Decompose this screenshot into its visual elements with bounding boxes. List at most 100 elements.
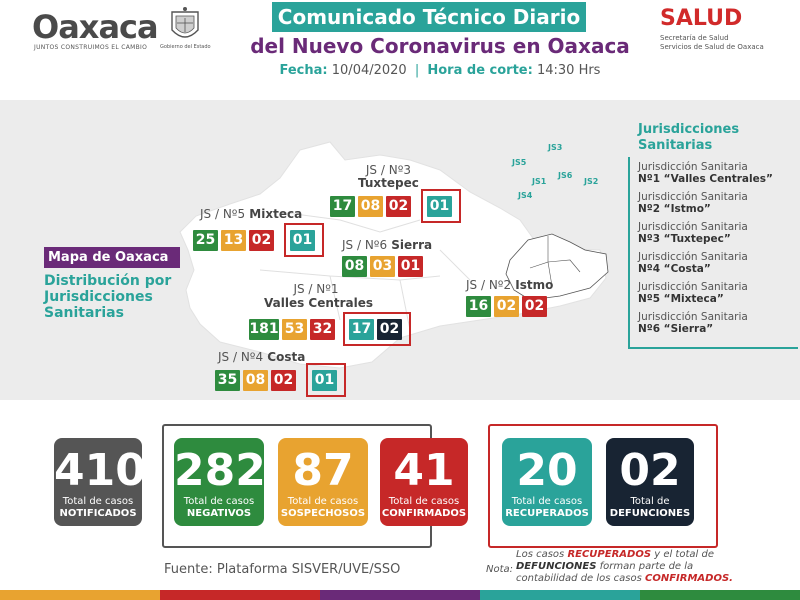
js1-recuperados-row: 17 02: [349, 319, 402, 340]
js3-label-num: JS / Nº3: [365, 163, 411, 177]
stat-recuperados-l1: Total de casos: [511, 496, 583, 507]
footer-color-strip: [0, 590, 800, 600]
js1-sospechosos: 53: [282, 319, 307, 340]
stat-defunciones-num: 02: [619, 445, 681, 496]
date-line: Fecha: 10/04/2020 | Hora de corte: 14:30…: [240, 63, 640, 78]
stat-notificados-l2: NOTIFICADOS: [59, 508, 137, 519]
legend-item-5: Jurisdicción Sanitaria Nº5 “Mixteca”: [638, 281, 748, 305]
minimap-label-js5: JS5: [512, 158, 527, 167]
minimap-label-js4: JS4: [518, 191, 533, 200]
legend-item-3-line1: Jurisdicción Sanitaria: [638, 221, 748, 233]
salud-subtitle-1: Secretaría de Salud: [660, 34, 729, 42]
oaxaca-logo-text: Oaxaca: [32, 8, 159, 46]
note-p2: y el total de: [654, 549, 714, 560]
legend-title-1: Jurisdicciones: [638, 122, 740, 137]
js5-recuperados: 01: [290, 230, 315, 251]
note-w1: RECUPERADOS: [567, 549, 652, 560]
js6-counts: 08 03 01: [342, 256, 423, 277]
stat-recuperados-num: 20: [516, 445, 578, 496]
stat-recuperados-l2: RECUPERADOS: [505, 508, 589, 519]
dist-line2: Jurisdicciones: [44, 289, 153, 305]
legend-item-2-line1: Jurisdicción Sanitaria: [638, 191, 748, 203]
stat-negativos-l1: Total de casos: [183, 496, 255, 507]
js5-confirmados: 02: [249, 230, 274, 251]
stat-sospechosos-l1: Total de casos: [287, 496, 359, 507]
note-p3: forman parte de la contabilidad de los c…: [516, 561, 694, 584]
stat-confirmados-l2: CONFIRMADOS: [381, 508, 467, 519]
js1-confirmados: 32: [310, 319, 335, 340]
js4-negativos: 35: [215, 370, 240, 391]
hora-label: Hora de corte:: [427, 63, 533, 78]
js1-label-name: Valles Centrales: [264, 296, 374, 310]
legend-item-1-line2: Nº1 “Valles Centrales”: [638, 173, 773, 185]
confirmed-bracket: [488, 424, 718, 548]
legend-title: Jurisdicciones Sanitarias: [638, 122, 739, 154]
js2-sospechosos: 02: [494, 296, 519, 317]
js6-label-num: JS / Nº6: [342, 238, 388, 252]
distribution-title: Distribución por Jurisdicciones Sanitari…: [44, 273, 184, 321]
legend-item-6-line1: Jurisdicción Sanitaria: [638, 311, 748, 323]
js1-negativos: 181: [249, 319, 279, 340]
stat-negativos-l2: NEGATIVOS: [186, 508, 252, 519]
oaxaca-logo: Oaxaca: [32, 8, 159, 46]
strip-red: [160, 590, 320, 600]
js4-recuperados: 01: [312, 370, 337, 391]
js3-confirmados: 02: [386, 196, 411, 217]
note-text: Los casos RECUPERADOS y el total de DEFU…: [516, 549, 756, 585]
stat-negativos: 282 Total de casos NEGATIVOS: [174, 438, 266, 526]
js4-recuperados-frame: [306, 363, 346, 397]
stat-negativos-num: 282: [174, 445, 266, 496]
js5-counts: 25 13 02: [193, 230, 274, 251]
js5-label-num: JS / Nº5: [200, 207, 246, 221]
js1-defunciones: 02: [377, 319, 402, 340]
legend-item-5-line1: Jurisdicción Sanitaria: [638, 281, 748, 293]
strip-green: [640, 590, 800, 600]
stat-defunciones-l2: DEFUNCIONES: [609, 508, 691, 519]
js4-label: JS / Nº4 Costa: [218, 350, 305, 364]
js5-recuperados-frame: [284, 223, 324, 257]
js3-label: JS / Nº3 Tuxtepec: [358, 164, 419, 190]
js4-label-name: Costa: [267, 350, 306, 364]
stat-sospechosos: 87 Total de casos SOSPECHOSOS: [278, 438, 368, 526]
js1-recuperados-frame: [343, 312, 411, 346]
note-w2: DEFUNCIONES: [516, 561, 597, 572]
js6-sospechosos: 03: [370, 256, 395, 277]
stat-sospechosos-l2: SOSPECHOSOS: [280, 508, 366, 519]
legend-item-2-line2: Nº2 “Istmo”: [638, 203, 711, 215]
js3-label-name: Tuxtepec: [358, 176, 419, 190]
js3-recuperados-frame: [421, 189, 461, 223]
legend-item-5-line2: Nº5 “Mixteca”: [638, 293, 724, 305]
seal-caption: Gobierno del Estado: [160, 44, 211, 50]
js4-label-num: JS / Nº4: [218, 350, 264, 364]
note-w3: CONFIRMADOS.: [645, 573, 733, 584]
dist-line1: Distribución por: [44, 273, 172, 289]
fecha-value: 10/04/2020: [331, 63, 407, 78]
legend-item-3-line2: Nº3 “Tuxtepec”: [638, 233, 731, 245]
legend-item-6: Jurisdicción Sanitaria Nº6 “Sierra”: [638, 311, 748, 335]
legend-underline: [628, 347, 798, 349]
stat-defunciones: 02 Total de DEFUNCIONES: [606, 438, 694, 526]
legend-item-4-line1: Jurisdicción Sanitaria: [638, 251, 748, 263]
stat-recuperados: 20 Total de casos RECUPERADOS: [502, 438, 592, 526]
strip-purple: [320, 590, 480, 600]
js5-label: JS / Nº5 Mixteca: [200, 207, 302, 221]
js2-counts: 16 02 02: [466, 296, 547, 317]
stat-notificados-l1: Total de casos: [62, 496, 134, 507]
legend-line: [628, 157, 630, 347]
salud-subtitle-2: Servicios de Salud de Oaxaca: [660, 43, 764, 51]
js4-sospechosos: 08: [243, 370, 268, 391]
fecha-label: Fecha:: [279, 63, 328, 78]
logo-tagline: JUNTOS CONSTRUIMOS EL CAMBIO: [34, 44, 148, 51]
date-separator: |: [414, 63, 420, 78]
source-text: Fuente: Plataforma SISVER/UVE/SSO: [164, 562, 401, 577]
minimap-label-js6: JS6: [558, 171, 573, 180]
strip-orange: [0, 590, 160, 600]
js1-label-num: JS / Nº1: [293, 282, 339, 296]
legend-title-2: Sanitarias: [638, 138, 713, 153]
js1-label: JS / Nº1 Valles Centrales: [264, 282, 373, 310]
stat-confirmados: 41 Total de casos CONFIRMADOS: [380, 438, 468, 526]
js2-confirmados: 02: [522, 296, 547, 317]
js6-label: JS / Nº6 Sierra: [342, 238, 432, 252]
minimap-label-js3: JS3: [548, 143, 563, 152]
js3-sospechosos: 08: [358, 196, 383, 217]
